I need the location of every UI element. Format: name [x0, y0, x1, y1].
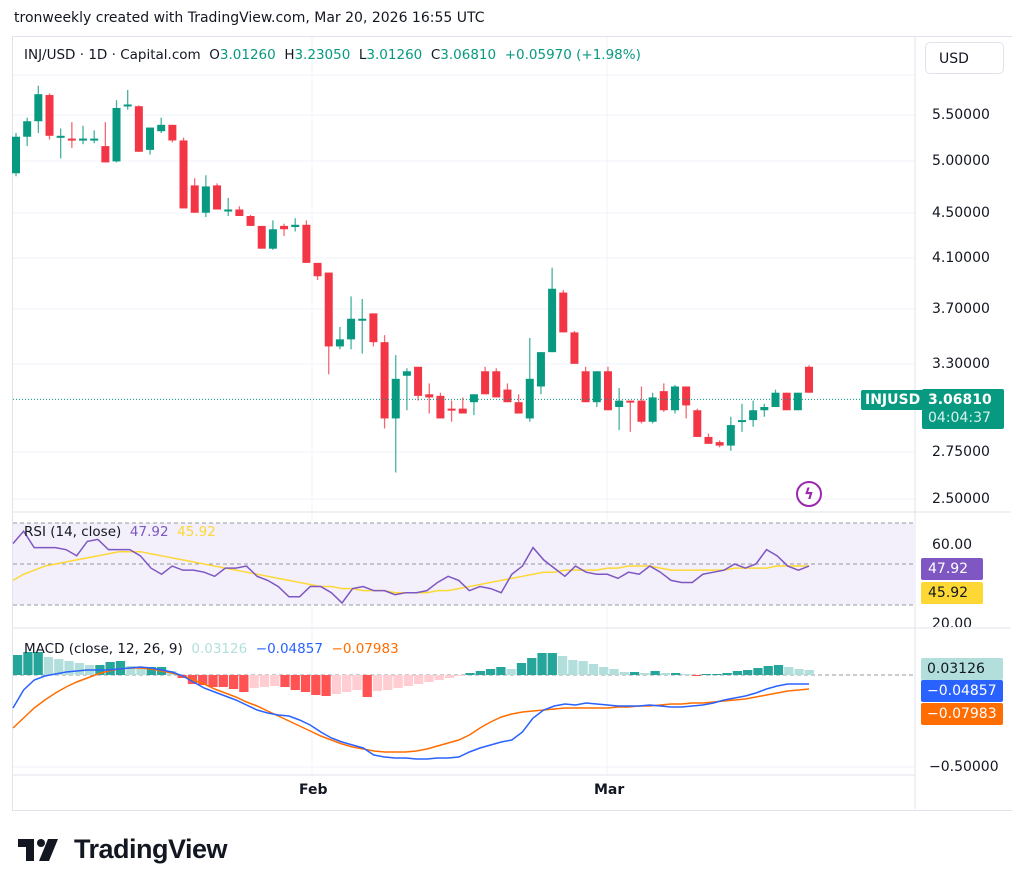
tradingview-logo-icon — [18, 838, 58, 861]
price-axis-label: 5.50000 — [932, 107, 990, 123]
macd-hist-tag: 0.03126 — [921, 658, 1003, 680]
high-value: 3.23050 — [294, 47, 351, 63]
macd-legend: MACD (close, 12, 26, 9) 0.03126 −0.04857… — [24, 641, 399, 657]
price-axis-label: 3.70000 — [932, 301, 990, 317]
symbol-price-tag: INJUSD — [861, 390, 925, 410]
rsi-ma-tag: 45.92 — [921, 582, 983, 604]
brand-name: TradingView — [74, 834, 228, 864]
ohlc-legend: INJ/USD · 1D · Capital.com O3.01260 H3.2… — [24, 47, 641, 63]
macd-line-value: −0.04857 — [255, 641, 323, 657]
credit-line: tronweekly created with TradingView.com,… — [14, 10, 485, 26]
macd-signal-value: −0.07983 — [331, 641, 399, 657]
chart-frame — [12, 36, 1012, 811]
rsi-value: 47.92 — [129, 524, 169, 540]
price-axis-label: 4.50000 — [932, 205, 990, 221]
symbol-label: INJ/USD · 1D · Capital.com — [24, 47, 201, 63]
price-axis-label: 4.10000 — [932, 250, 990, 266]
rsi-legend: RSI (14, close) 47.92 45.92 — [24, 524, 216, 540]
last-price: 3.06810 — [928, 392, 992, 408]
tradingview-logo: TradingView — [18, 834, 228, 865]
bar-countdown: 04:04:37 — [928, 410, 991, 426]
macd-signal-tag: −0.07983 — [921, 703, 1003, 725]
price-axis-label: 5.00000 — [932, 153, 990, 169]
time-axis-feb: Feb — [299, 782, 328, 798]
rsi-axis-60: 60.00 — [932, 537, 973, 553]
currency-button[interactable]: USD — [925, 42, 1004, 74]
lightning-icon[interactable]: ϟ — [796, 481, 822, 507]
rsi-title: RSI (14, close) — [24, 524, 122, 540]
price-axis-label: 2.75000 — [932, 444, 990, 460]
time-axis-mar: Mar — [594, 782, 625, 798]
macd-hist-value: 0.03126 — [191, 641, 248, 657]
rsi-ma-value: 45.92 — [177, 524, 216, 540]
macd-line-tag: −0.04857 — [921, 680, 1003, 702]
change-value: +0.05970 (+1.98%) — [504, 47, 641, 63]
price-axis-label: 2.50000 — [932, 491, 990, 507]
last-price-tag: 3.06810 04:04:37 — [922, 389, 1004, 429]
price-axis-label: 3.30000 — [932, 356, 990, 372]
rsi-value-tag: 47.92 — [921, 558, 983, 580]
macd-axis-label: −0.50000 — [929, 759, 999, 775]
rsi-axis-20: 20.00 — [932, 617, 973, 627]
low-value: 3.01260 — [366, 47, 423, 63]
close-value: 3.06810 — [440, 47, 497, 63]
open-value: 3.01260 — [219, 47, 276, 63]
macd-title: MACD (close, 12, 26, 9) — [24, 641, 183, 657]
